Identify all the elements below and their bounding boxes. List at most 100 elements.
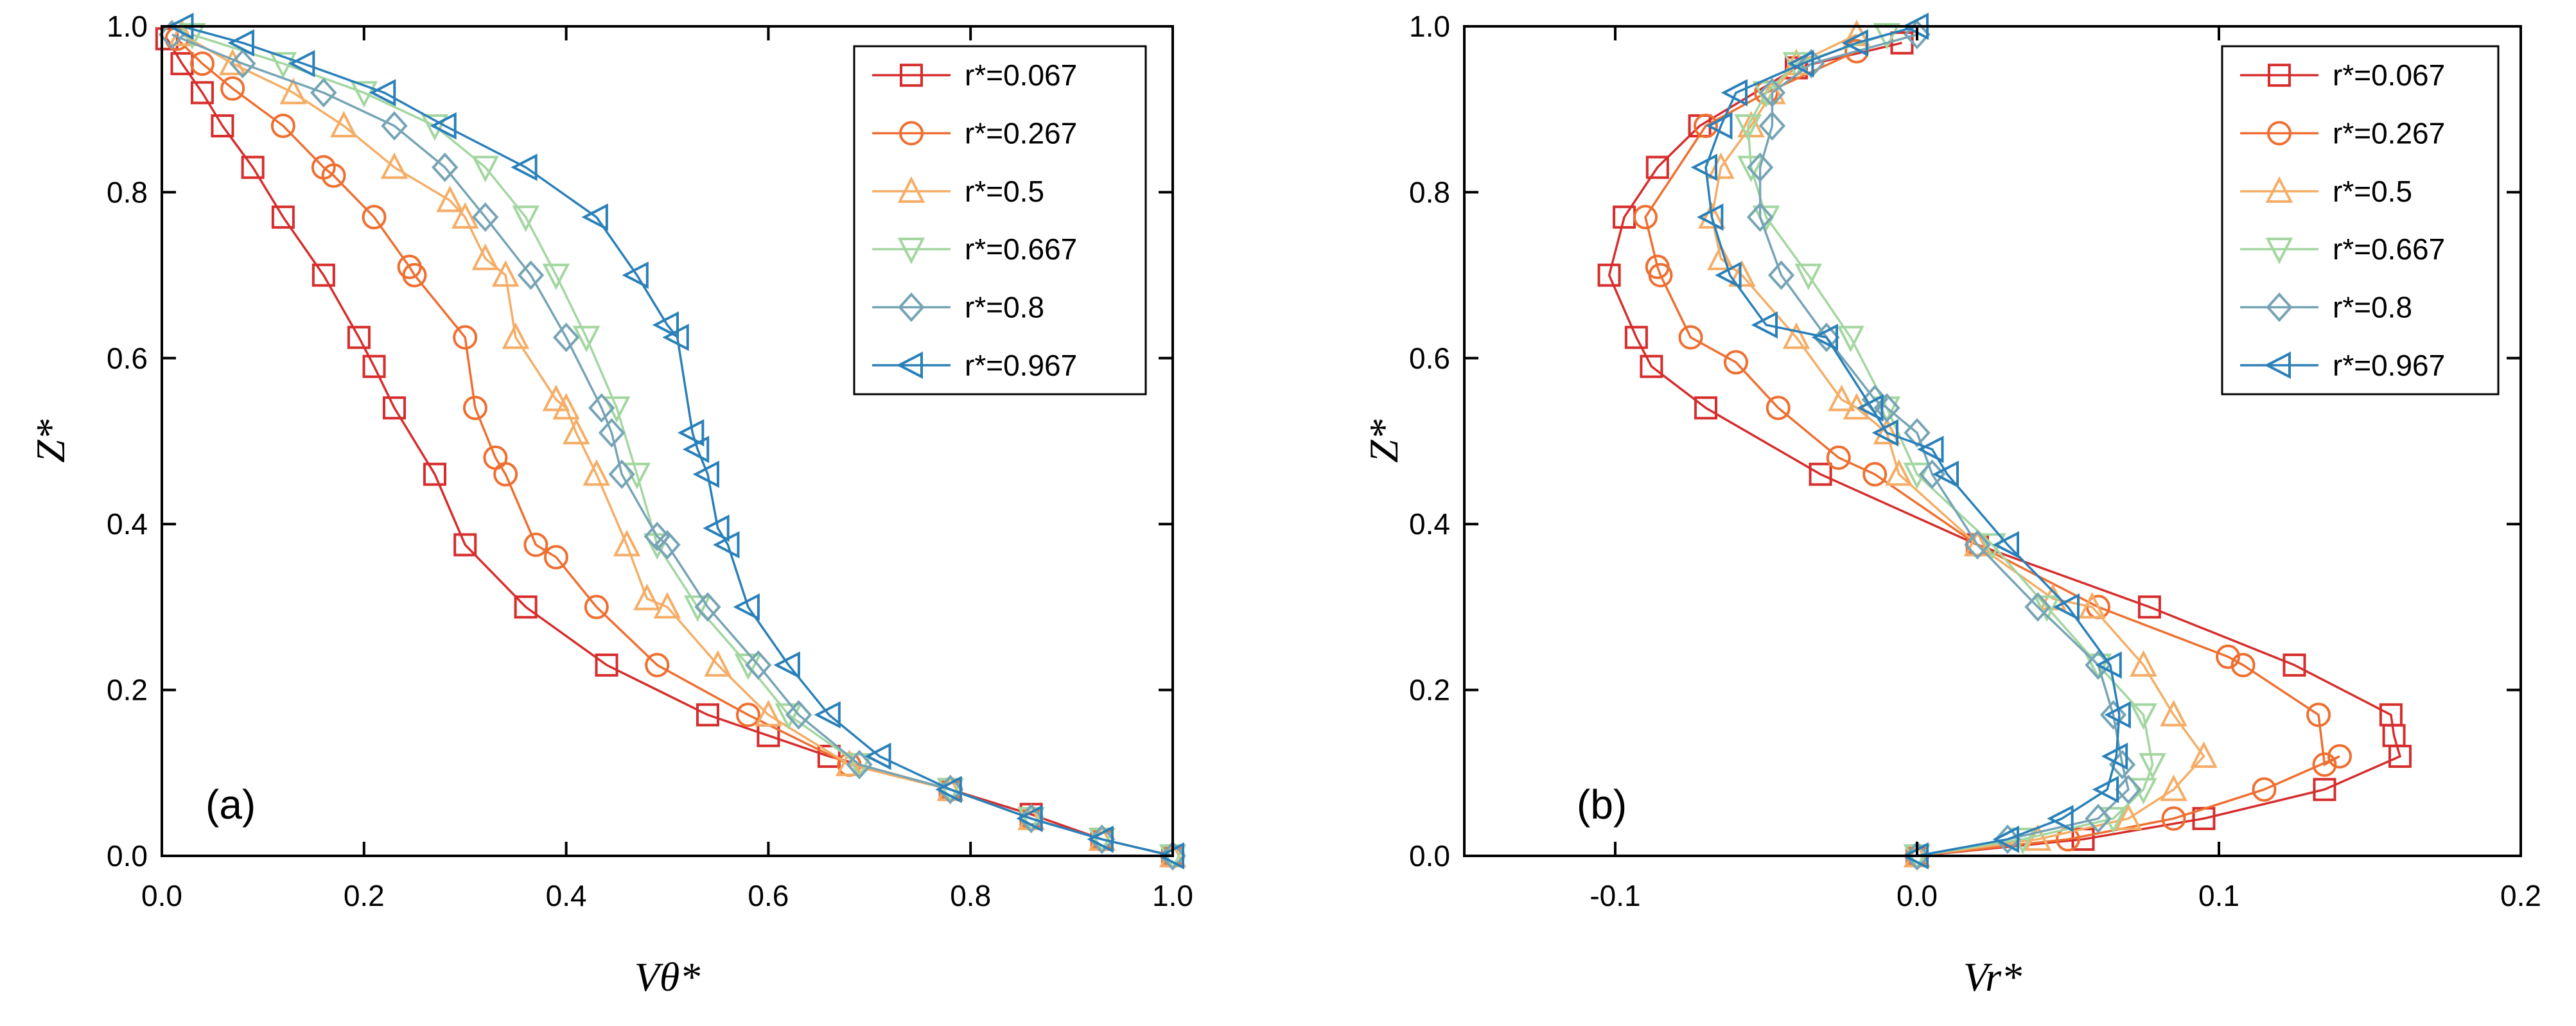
data-point [2024, 592, 2051, 622]
data-point [652, 311, 679, 339]
y-tick-label: 0.8 [107, 175, 148, 209]
series-3 [1698, 19, 2218, 867]
legend-label: r*=0.967 [965, 349, 1077, 382]
data-point [2095, 651, 2122, 679]
data-point [2160, 774, 2187, 801]
data-point [2033, 595, 2061, 622]
data-point [1640, 354, 1663, 378]
data-point [190, 81, 214, 105]
data-point [653, 592, 681, 619]
data-point [1794, 263, 1823, 290]
data-point [512, 205, 539, 232]
series-5 [159, 19, 1186, 871]
data-point [227, 29, 254, 57]
data-point [645, 652, 670, 677]
data-point [1963, 530, 1992, 557]
x-tick-label: 0.2 [2500, 879, 2541, 912]
data-point [581, 203, 608, 231]
data-point [817, 744, 841, 768]
panel-a: 0.0 0.2 0.4 0.6 0.8 1.0 0.0 0.2 0.4 0.6 0.8 1.0 Vθ* Z… [28, 10, 1193, 1000]
legend-marker [2265, 238, 2293, 265]
data-point [1089, 824, 1116, 855]
data-point [735, 702, 760, 727]
legend-marker [2265, 176, 2293, 203]
series-line [1608, 42, 2402, 857]
series-line [182, 25, 1173, 857]
data-point [598, 418, 626, 448]
data-point [1707, 243, 1735, 270]
data-point [1737, 155, 1765, 183]
y-tick-label: 0.6 [107, 342, 148, 375]
data-point [279, 77, 307, 105]
panel-label: (a) [206, 781, 256, 828]
data-point [453, 325, 478, 350]
data-point [775, 703, 803, 730]
data-point [269, 52, 297, 79]
data-point [1904, 841, 1931, 871]
data-point [1767, 260, 1795, 290]
data-point [168, 19, 196, 46]
data-point [369, 79, 396, 107]
legend-marker [898, 292, 925, 322]
data-point [514, 595, 538, 619]
legend-label: r*=0.267 [965, 117, 1077, 150]
data-point [1992, 531, 2019, 559]
data-point [1904, 418, 1931, 448]
data-point [563, 417, 590, 445]
data-point [2078, 592, 2106, 619]
data-point [2085, 803, 2112, 833]
y-tick-label: 0.2 [107, 674, 148, 707]
series-6 [167, 12, 1184, 870]
legend-label: r*=0.067 [965, 58, 1077, 92]
data-point [1751, 311, 1778, 339]
data-point [436, 185, 464, 213]
data-point [542, 385, 570, 412]
data-point [2099, 700, 2127, 730]
legend-marker [2267, 121, 2291, 146]
data-point [588, 393, 615, 423]
data-point [2137, 595, 2161, 619]
legend-label: r*=0.267 [2333, 117, 2445, 150]
data-point [542, 263, 570, 290]
series-line [1644, 50, 2340, 857]
data-point [2114, 803, 2142, 830]
data-point [1645, 254, 1670, 279]
data-point [1813, 322, 1840, 352]
x-tick-label: 0.6 [748, 879, 789, 912]
data-point [397, 254, 422, 279]
data-point [1964, 530, 1991, 560]
data-point [311, 155, 336, 180]
data-point [491, 260, 520, 287]
series-line [1710, 33, 2205, 857]
legend-item: r*=0.5 [2240, 175, 2412, 208]
data-point [483, 445, 508, 470]
y-tick-label: 0.8 [1409, 175, 1450, 209]
legend-marker [2264, 351, 2291, 379]
data-point [1826, 445, 1851, 470]
data-point [2053, 593, 2080, 621]
data-point [814, 701, 841, 729]
data-point [2282, 653, 2306, 677]
data-point [1837, 326, 1864, 352]
legend-item: r*=0.067 [872, 58, 1077, 92]
data-point [383, 396, 407, 420]
data-point [1016, 804, 1043, 833]
data-point [1706, 112, 1733, 140]
data-point [595, 653, 618, 677]
panel-b: -0.1 0.0 0.1 0.2 0.0 0.2 0.4 0.6 0.8 1.0 Vr* Z* (b) r… [1361, 10, 2541, 1000]
data-point [633, 584, 661, 611]
data-point [1697, 203, 1724, 231]
y-tick-label: 1.0 [1409, 10, 1450, 43]
x-tick-label: 0.2 [344, 879, 385, 912]
data-point [733, 593, 760, 621]
data-point [2139, 752, 2166, 780]
legend-label: r*=0.967 [2333, 349, 2445, 382]
legend-item: r*=0.067 [2240, 58, 2445, 92]
data-point [682, 435, 710, 464]
data-point [744, 650, 772, 680]
data-point [1787, 49, 1814, 78]
data-point [2130, 703, 2157, 730]
x-tick-label: 0.1 [2198, 879, 2239, 912]
data-point [421, 114, 449, 141]
data-point [271, 205, 295, 229]
